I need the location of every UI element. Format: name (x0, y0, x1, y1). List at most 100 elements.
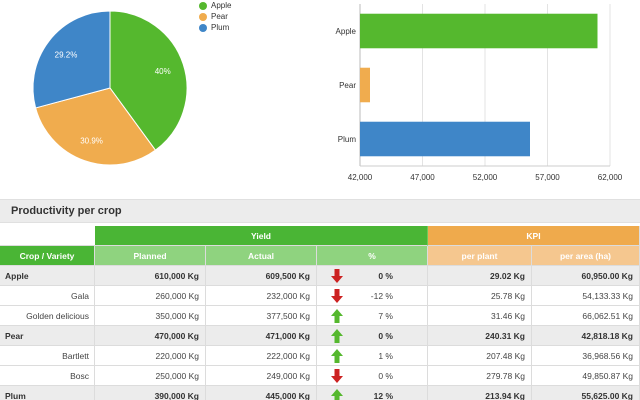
cell-actual: 232,000 Kg (206, 286, 317, 306)
arrow-down-icon (331, 369, 343, 383)
column-header-planned[interactable]: Planned (95, 246, 206, 266)
table-row[interactable]: Bartlett 220,000 Kg 222,000 Kg 1 % 207.48 Kg… (0, 346, 640, 366)
bar-chart: 42,000 47,000 52,000 57,000 62,000 Apple Pear P… (336, 4, 623, 182)
cell-planned: 260,000 Kg (95, 286, 206, 306)
legend-item-apple[interactable]: Apple (199, 0, 231, 11)
cell-crop: Pear (0, 326, 95, 346)
cell-actual: 609,500 Kg (206, 266, 317, 286)
pie-label-apple: 40% (155, 67, 171, 76)
column-header-actual[interactable]: Actual (206, 246, 317, 266)
cell-percent: 0 % (317, 366, 428, 386)
table-group-row[interactable]: Apple 610,000 Kg 609,500 Kg 0 % 29.02 Kg 60,9… (0, 266, 640, 286)
pie-slice-plum[interactable] (32, 10, 111, 109)
column-header-per-area[interactable]: per area (ha) (532, 246, 640, 266)
cell-per-area: 42,818.18 Kg (532, 326, 640, 346)
pie-label-plum: 29.2% (55, 50, 78, 59)
cell-crop: Gala (0, 286, 95, 306)
arrow-up-icon (331, 309, 343, 323)
section-header: Productivity per crop (0, 199, 640, 223)
cell-per-area: 60,950.00 Kg (532, 266, 640, 286)
cell-actual: 377,500 Kg (206, 306, 317, 326)
cell-actual: 471,000 Kg (206, 326, 317, 346)
percent-value: -12 % (370, 291, 393, 301)
cell-per-plant: 240.31 Kg (428, 326, 532, 346)
legend-swatch-apple (199, 1, 207, 10)
y-category-label-plum: Plum (338, 135, 357, 144)
column-header-percent[interactable]: % (317, 246, 428, 266)
cell-planned: 470,000 Kg (95, 326, 206, 346)
bar-plum[interactable] (360, 121, 530, 157)
cell-percent: 1 % (317, 346, 428, 366)
cell-crop: Apple (0, 266, 95, 286)
legend-swatch-plum (199, 23, 207, 32)
table-row[interactable]: Gala 260,000 Kg 232,000 Kg -12 % 25.78 Kg 54,… (0, 286, 640, 306)
pie-chart: 40% 30.9% 29.2% (32, 10, 188, 166)
legend-item-pear[interactable]: Pear (199, 11, 231, 22)
table-row[interactable]: Bosc 250,000 Kg 249,000 Kg 0 % 279.78 Kg 49,8… (0, 366, 640, 386)
column-header-crop[interactable]: Crop / Variety (0, 246, 95, 266)
table-group-header-row: Yield KPI (0, 226, 640, 246)
cell-per-area: 54,133.33 Kg (532, 286, 640, 306)
cell-per-area: 55,625.00 Kg (532, 386, 640, 400)
column-header-per-plant[interactable]: per plant (428, 246, 532, 266)
x-tick-label: 57,000 (535, 173, 560, 182)
cell-actual: 249,000 Kg (206, 366, 317, 386)
cell-per-plant: 279.78 Kg (428, 366, 532, 386)
cell-crop: Bosc (0, 366, 95, 386)
cell-planned: 350,000 Kg (95, 306, 206, 326)
legend-swatch-pear (199, 12, 207, 21)
table-group-row[interactable]: Plum 390,000 Kg 445,000 Kg 12 % 213.94 Kg 55,… (0, 386, 640, 400)
table-group-row[interactable]: Pear 470,000 Kg 471,000 Kg 0 % 240.31 Kg 42,8… (0, 326, 640, 346)
section-title: Productivity per crop (11, 205, 122, 217)
cell-per-area: 66,062.51 Kg (532, 306, 640, 326)
percent-value: 12 % (373, 391, 393, 400)
pie-slice-apple[interactable] (109, 10, 188, 151)
arrow-up-icon (331, 349, 343, 363)
cell-per-area: 49,850.87 Kg (532, 366, 640, 386)
percent-value: 0 % (378, 371, 393, 381)
legend-item-plum[interactable]: Plum (199, 22, 231, 33)
cell-crop: Plum (0, 386, 95, 400)
cell-per-plant: 25.78 Kg (428, 286, 532, 306)
pie-label-pear: 30.9% (80, 136, 103, 145)
bar-apple[interactable] (360, 13, 598, 49)
table-body: Apple 610,000 Kg 609,500 Kg 0 % 29.02 Kg 60,9… (0, 266, 640, 400)
cell-planned: 250,000 Kg (95, 366, 206, 386)
arrow-down-icon (331, 269, 343, 283)
table-row[interactable]: Golden delicious 350,000 Kg 377,500 Kg 7 % 3… (0, 306, 640, 326)
x-tick-label: 42,000 (348, 173, 373, 182)
cell-per-plant: 29.02 Kg (428, 266, 532, 286)
productivity-table: Yield KPI Crop / Variety Planned Actual … (0, 226, 640, 400)
percent-value: 0 % (378, 271, 393, 281)
cell-percent: 0 % (317, 266, 428, 286)
cell-planned: 610,000 Kg (95, 266, 206, 286)
legend-label-pear: Pear (211, 12, 228, 21)
y-category-label-apple: Apple (336, 27, 357, 36)
bar-pear[interactable] (360, 67, 370, 103)
cell-planned: 390,000 Kg (95, 386, 206, 400)
cell-per-plant: 207.48 Kg (428, 346, 532, 366)
x-tick-label: 52,000 (473, 173, 498, 182)
y-category-label-pear: Pear (339, 81, 356, 90)
percent-value: 1 % (378, 351, 393, 361)
charts-area: 40% 30.9% 29.2% Apple Pear Plum 42,000 47,0… (0, 0, 640, 192)
cell-percent: 0 % (317, 326, 428, 346)
cell-crop: Golden delicious (0, 306, 95, 326)
cell-percent: 7 % (317, 306, 428, 326)
cell-per-plant: 31.46 Kg (428, 306, 532, 326)
percent-value: 0 % (378, 331, 393, 341)
x-tick-label: 62,000 (598, 173, 623, 182)
table-column-header-row: Crop / Variety Planned Actual % per plan… (0, 246, 640, 266)
percent-value: 7 % (378, 311, 393, 321)
arrow-up-icon (331, 329, 343, 343)
pie-slice-pear[interactable] (35, 87, 157, 166)
cell-actual: 445,000 Kg (206, 386, 317, 400)
legend-label-apple: Apple (211, 1, 232, 10)
arrow-up-icon (331, 389, 343, 400)
cell-planned: 220,000 Kg (95, 346, 206, 366)
pie-legend: Apple Pear Plum (199, 0, 231, 33)
cell-percent: 12 % (317, 386, 428, 400)
header-kpi: KPI (428, 226, 640, 246)
cell-per-plant: 213.94 Kg (428, 386, 532, 400)
legend-label-plum: Plum (211, 23, 230, 32)
